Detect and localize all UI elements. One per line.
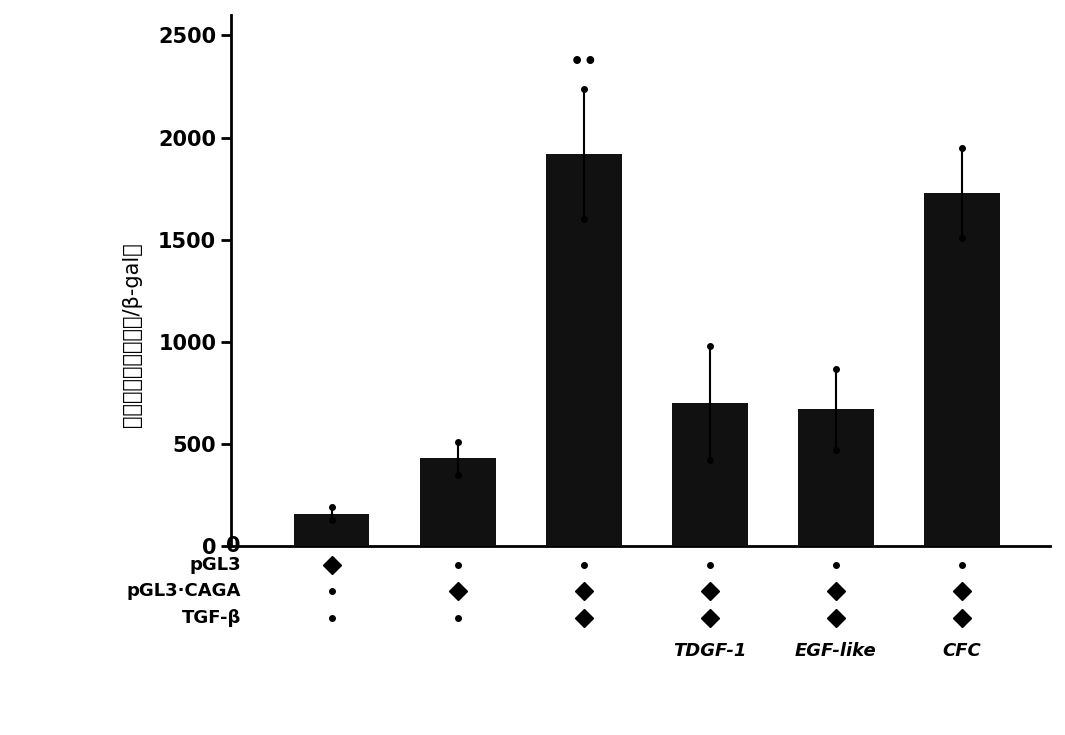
Text: pGL3: pGL3	[190, 556, 241, 574]
Text: EGF-like: EGF-like	[794, 642, 876, 660]
Text: ••: ••	[570, 52, 597, 72]
Text: 0: 0	[227, 537, 241, 556]
Text: pGL3·CAGA: pGL3·CAGA	[127, 582, 241, 600]
Text: CFC: CFC	[943, 642, 981, 660]
Bar	[672, 404, 748, 546]
Bar	[546, 154, 622, 546]
Bar	[924, 193, 1000, 546]
Bar	[294, 514, 370, 546]
Text: TDGF-1: TDGF-1	[673, 642, 747, 660]
Bar	[798, 409, 873, 546]
Bar	[420, 459, 495, 546]
Text: TGF-β: TGF-β	[181, 609, 241, 627]
Y-axis label: 变化倍数（荧光素酶/β-gal）: 变化倍数（荧光素酶/β-gal）	[121, 243, 142, 427]
